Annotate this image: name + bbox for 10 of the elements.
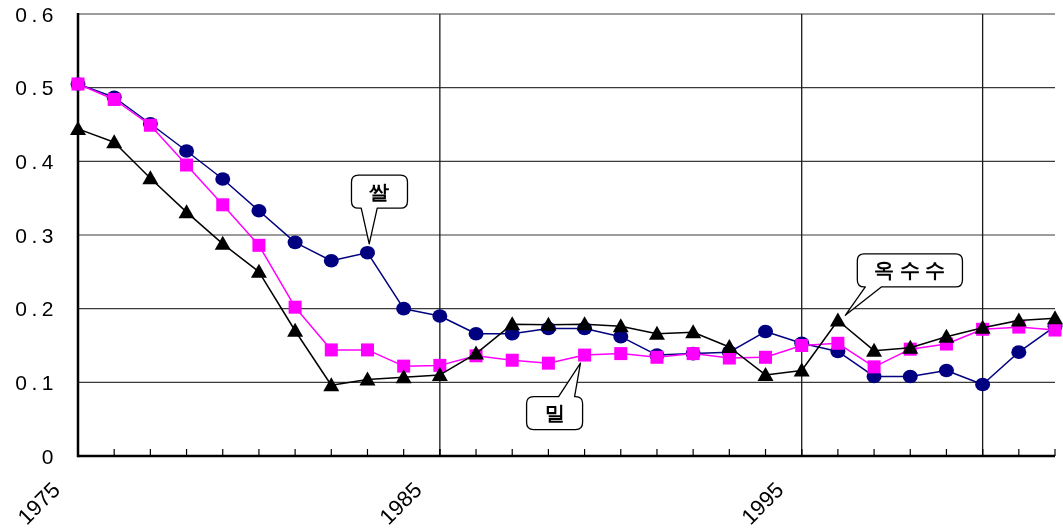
y-tick-label: 0.2 (15, 297, 58, 321)
y-tick-label: 0.4 (15, 149, 58, 173)
y-tick-label: 0.1 (15, 370, 58, 394)
text: 옥 수 수 (874, 259, 946, 282)
y-tick-label: 0 (41, 444, 58, 468)
y-tick-label: 0.3 (15, 223, 58, 247)
text: 쌀 (369, 180, 390, 203)
series-label: 밀 (544, 402, 565, 425)
y-tick-label: 0.5 (15, 76, 58, 100)
y-tick-label: 0.6 (15, 2, 58, 26)
